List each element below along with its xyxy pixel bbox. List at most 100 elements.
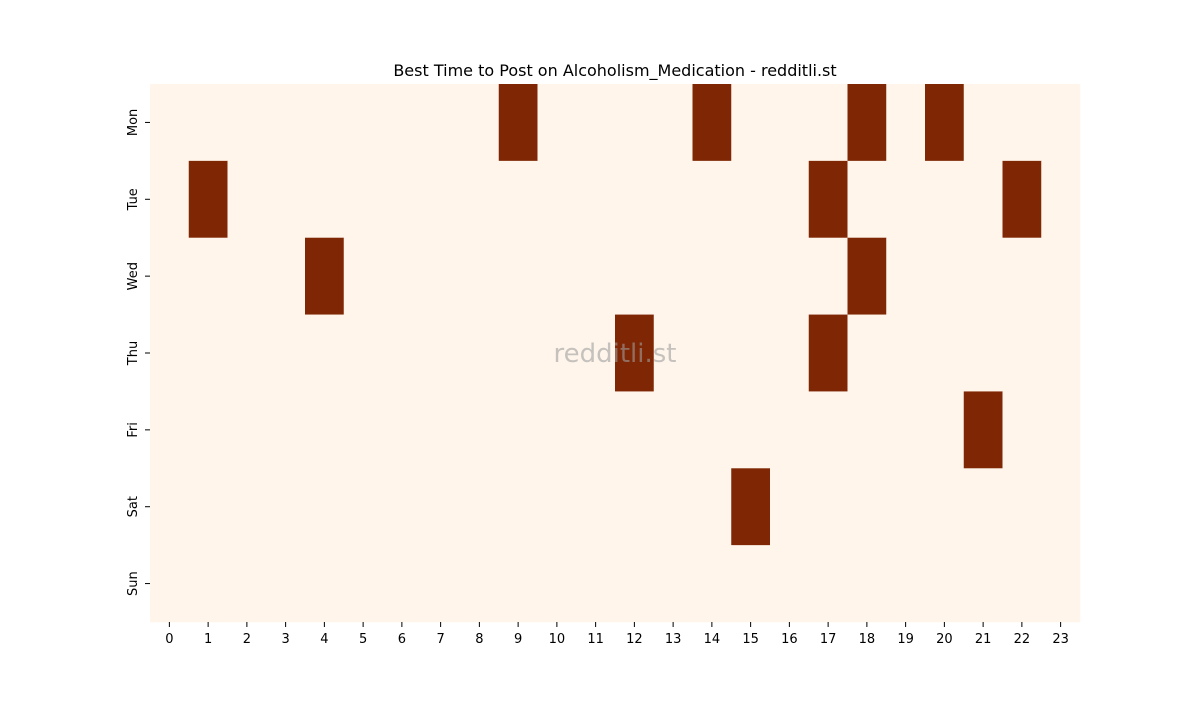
heatmap-cell-fri-23 bbox=[1041, 391, 1081, 469]
x-tick-label-22: 22 bbox=[1014, 632, 1031, 647]
heatmap-cell-wed-1 bbox=[188, 237, 228, 315]
heatmap-cell-fri-10 bbox=[537, 391, 577, 469]
heatmap-cell-fri-16 bbox=[770, 391, 810, 469]
heatmap-cell-wed-5 bbox=[343, 237, 383, 315]
heatmap-cell-tue-19 bbox=[886, 160, 926, 239]
heatmap-cell-wed-7 bbox=[421, 237, 461, 315]
heatmap-cell-wed-8 bbox=[460, 237, 500, 315]
heatmap-cell-wed-23 bbox=[1041, 237, 1081, 315]
heatmap-cell-thu-3 bbox=[266, 314, 306, 392]
heatmap-cell-mon-16 bbox=[770, 84, 810, 162]
heatmap-cell-thu-2 bbox=[227, 314, 267, 392]
heatmap-cell-sun-23 bbox=[1041, 545, 1081, 623]
heatmap-cell-wed-9 bbox=[498, 237, 538, 315]
heatmap-cell-mon-9 bbox=[498, 84, 538, 162]
heatmap-cell-fri-21 bbox=[963, 391, 1003, 469]
heatmap-cell-sat-21 bbox=[963, 468, 1003, 546]
heatmap-cell-tue-15 bbox=[731, 160, 771, 239]
heatmap-cell-sat-22 bbox=[1002, 468, 1042, 546]
x-tick-label-15: 15 bbox=[742, 632, 759, 647]
heatmap-cell-thu-16 bbox=[770, 314, 810, 392]
x-tick-label-0: 0 bbox=[165, 632, 173, 647]
heatmap-cell-thu-1 bbox=[188, 314, 228, 392]
heatmap-cell-tue-17 bbox=[808, 160, 848, 239]
heatmap-cell-thu-23 bbox=[1041, 314, 1081, 392]
heatmap-cell-sat-9 bbox=[498, 468, 538, 546]
heatmap-cell-thu-18 bbox=[847, 314, 887, 392]
heatmap-cell-fri-3 bbox=[266, 391, 306, 469]
x-tick-label-23: 23 bbox=[1052, 632, 1069, 647]
heatmap-cell-mon-23 bbox=[1041, 84, 1081, 162]
heatmap-cell-tue-14 bbox=[692, 160, 732, 239]
heatmap-cell-sun-6 bbox=[382, 545, 422, 623]
heatmap-cell-thu-0 bbox=[150, 314, 190, 392]
heatmap-cell-mon-1 bbox=[188, 84, 228, 162]
heatmap-cell-mon-3 bbox=[266, 84, 306, 162]
y-tick-label-wed: Wed bbox=[126, 262, 141, 290]
x-tick-label-7: 7 bbox=[436, 632, 444, 647]
heatmap-cell-fri-5 bbox=[343, 391, 383, 469]
y-tick-label-mon: Mon bbox=[126, 109, 141, 136]
heatmap-cell-tue-11 bbox=[576, 160, 616, 239]
heatmap-cell-sun-18 bbox=[847, 545, 887, 623]
heatmap-cell-sat-7 bbox=[421, 468, 461, 546]
heatmap-cell-sat-8 bbox=[460, 468, 500, 546]
heatmap-cell-sat-19 bbox=[886, 468, 926, 546]
heatmap-cell-thu-8 bbox=[460, 314, 500, 392]
heatmap-cell-thu-22 bbox=[1002, 314, 1042, 392]
y-tick-label-tue: Tue bbox=[126, 188, 141, 211]
heatmap-cell-sat-18 bbox=[847, 468, 887, 546]
heatmap-cell-wed-6 bbox=[382, 237, 422, 315]
heatmap-cell-thu-7 bbox=[421, 314, 461, 392]
x-tick-label-9: 9 bbox=[514, 632, 522, 647]
y-tick-label-thu: Thu bbox=[126, 341, 141, 366]
heatmap-cell-sun-10 bbox=[537, 545, 577, 623]
heatmap-cell-tue-10 bbox=[537, 160, 577, 239]
heatmap-cell-fri-6 bbox=[382, 391, 422, 469]
heatmap-cell-thu-20 bbox=[925, 314, 965, 392]
heatmap-cell-tue-8 bbox=[460, 160, 500, 239]
heatmap-cell-sat-5 bbox=[343, 468, 383, 546]
heatmap-cell-wed-15 bbox=[731, 237, 771, 315]
heatmap-cell-fri-20 bbox=[925, 391, 965, 469]
heatmap-cell-sat-6 bbox=[382, 468, 422, 546]
heatmap-cell-mon-2 bbox=[227, 84, 267, 162]
heatmap-cell-sat-11 bbox=[576, 468, 616, 546]
heatmap-cell-wed-22 bbox=[1002, 237, 1042, 315]
heatmap-cell-wed-21 bbox=[963, 237, 1003, 315]
heatmap-cell-mon-15 bbox=[731, 84, 771, 162]
x-tick-label-14: 14 bbox=[704, 632, 721, 647]
heatmap-cell-sat-3 bbox=[266, 468, 306, 546]
y-tick-label-sun: Sun bbox=[126, 571, 141, 596]
x-tick-label-20: 20 bbox=[936, 632, 953, 647]
heatmap-cell-fri-8 bbox=[460, 391, 500, 469]
watermark: redditli.st bbox=[554, 339, 677, 369]
heatmap-cell-tue-21 bbox=[963, 160, 1003, 239]
heatmap-cell-sun-5 bbox=[343, 545, 383, 623]
x-tick-label-6: 6 bbox=[398, 632, 406, 647]
x-tick-label-10: 10 bbox=[549, 632, 566, 647]
heatmap-cell-tue-2 bbox=[227, 160, 267, 239]
heatmap-cell-sun-11 bbox=[576, 545, 616, 623]
heatmap-cell-tue-5 bbox=[343, 160, 383, 239]
y-tick-label-sat: Sat bbox=[126, 496, 141, 517]
chart-title: Best Time to Post on Alcoholism_Medicati… bbox=[393, 61, 836, 81]
heatmap-cell-sun-0 bbox=[150, 545, 190, 623]
heatmap-cell-thu-5 bbox=[343, 314, 383, 392]
heatmap-cell-wed-0 bbox=[150, 237, 190, 315]
heatmap-cell-fri-4 bbox=[305, 391, 345, 469]
x-tick-label-17: 17 bbox=[820, 632, 837, 647]
heatmap-cell-thu-12 bbox=[615, 314, 655, 392]
heatmap-cell-wed-2 bbox=[227, 237, 267, 315]
heatmap-cell-sun-20 bbox=[925, 545, 965, 623]
heatmap-cell-wed-16 bbox=[770, 237, 810, 315]
heatmap-cell-sun-19 bbox=[886, 545, 926, 623]
x-tick-label-2: 2 bbox=[243, 632, 251, 647]
y-tick-label-fri: Fri bbox=[126, 422, 141, 438]
heatmap-cell-wed-19 bbox=[886, 237, 926, 315]
x-axis: 0 1 2 3 4 5 6 7 8 9 10 11 12 13 14 15 16 17 18 19 20 21 22 23 bbox=[165, 622, 1069, 647]
heatmap-cell-wed-18 bbox=[847, 237, 887, 315]
heatmap-cell-sun-7 bbox=[421, 545, 461, 623]
heatmap-cell-mon-0 bbox=[150, 84, 190, 162]
heatmap-cell-sun-1 bbox=[188, 545, 228, 623]
